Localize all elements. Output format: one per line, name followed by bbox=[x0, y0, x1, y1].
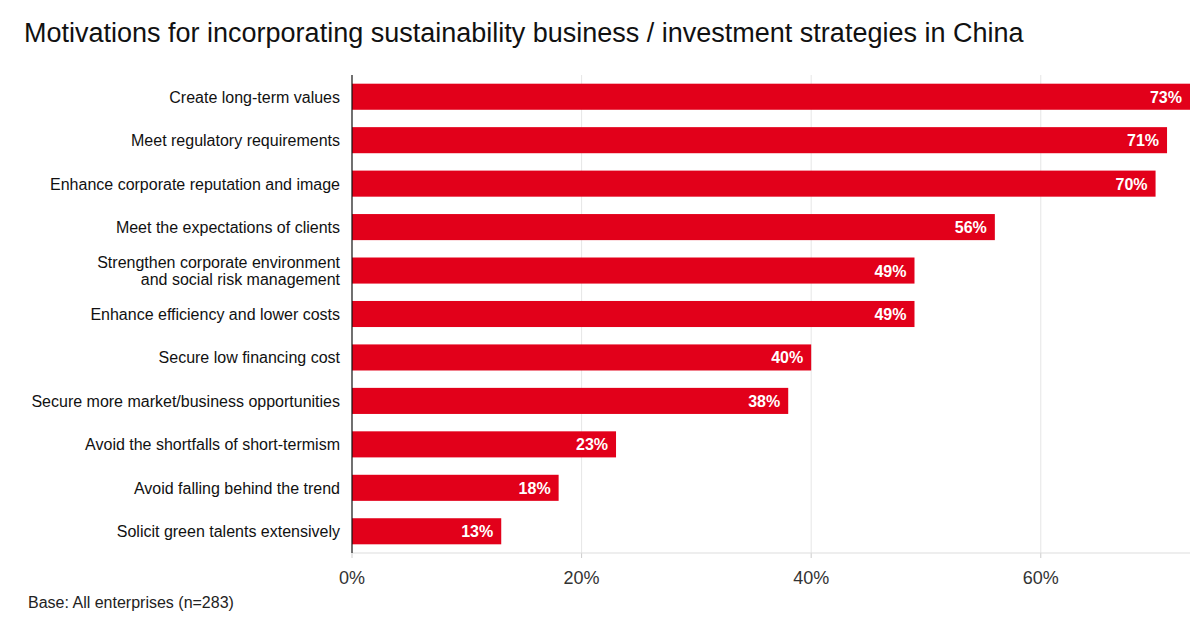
data-label: 49% bbox=[874, 263, 906, 280]
category-label-line: and social risk management bbox=[141, 271, 341, 288]
category-label-line: Enhance efficiency and lower costs bbox=[90, 306, 340, 323]
bar bbox=[352, 171, 1156, 197]
category-label: Solicit green talents extensively bbox=[117, 523, 340, 540]
category-label-line: Avoid falling behind the trend bbox=[134, 480, 340, 497]
title: Motivations for incorporating sustainabi… bbox=[24, 18, 1024, 48]
x-axis-line bbox=[352, 553, 1190, 554]
data-label: 18% bbox=[519, 480, 551, 497]
category-label: Avoid the shortfalls of short-termism bbox=[85, 436, 340, 453]
category-label-line: Meet regulatory requirements bbox=[131, 132, 340, 149]
category-label: Avoid falling behind the trend bbox=[134, 480, 340, 497]
category-label: Secure low financing cost bbox=[159, 349, 341, 366]
category-label-line: Avoid the shortfalls of short-termism bbox=[85, 436, 340, 453]
category-label: Meet regulatory requirements bbox=[131, 132, 340, 149]
data-label: 70% bbox=[1116, 176, 1148, 193]
data-label: 40% bbox=[771, 349, 803, 366]
tick-label: 20% bbox=[564, 568, 600, 588]
category-label-line: Enhance corporate reputation and image bbox=[50, 176, 340, 193]
category-label: Secure more market/business opportunitie… bbox=[31, 393, 340, 410]
data-label: 23% bbox=[576, 436, 608, 453]
tick-mark bbox=[1040, 553, 1041, 558]
tick-label: 0% bbox=[339, 568, 365, 588]
category-label-line: Create long-term values bbox=[169, 89, 340, 106]
category-label: Meet the expectations of clients bbox=[116, 219, 340, 236]
data-label: 49% bbox=[874, 306, 906, 323]
bars bbox=[352, 84, 1190, 545]
tick-mark bbox=[352, 553, 353, 558]
tick-mark bbox=[811, 553, 812, 558]
category-label: Enhance corporate reputation and image bbox=[50, 176, 340, 193]
bar bbox=[352, 344, 811, 370]
tick-mark bbox=[581, 553, 582, 558]
bar bbox=[352, 518, 501, 544]
data-label: 38% bbox=[748, 393, 780, 410]
bar bbox=[352, 84, 1190, 110]
category-label: Create long-term values bbox=[169, 89, 340, 106]
category-label: Enhance efficiency and lower costs bbox=[90, 306, 340, 323]
bar bbox=[352, 388, 788, 414]
category-label-line: Strengthen corporate environment bbox=[97, 254, 340, 271]
y-axis-line bbox=[351, 75, 352, 553]
tick-label: 40% bbox=[793, 568, 829, 588]
bar bbox=[352, 301, 914, 327]
data-label: 71% bbox=[1127, 132, 1159, 149]
data-label: 56% bbox=[955, 219, 987, 236]
labels: 73% Create long-term values 71% Meet regula… bbox=[31, 89, 1182, 541]
category-label: Strengthen corporate environmentand soci… bbox=[97, 254, 340, 288]
data-label: 73% bbox=[1150, 89, 1182, 106]
category-label-line: Meet the expectations of clients bbox=[116, 219, 340, 236]
bar bbox=[352, 475, 559, 501]
bar bbox=[352, 258, 914, 284]
category-label-line: Secure low financing cost bbox=[159, 349, 341, 366]
bar bbox=[352, 127, 1167, 153]
bar bbox=[352, 214, 995, 240]
tick-label: 60% bbox=[1023, 568, 1059, 588]
caption: Base: All enterprises (n=283) bbox=[28, 594, 234, 611]
category-label-line: Solicit green talents extensively bbox=[117, 523, 340, 540]
data-label: 13% bbox=[461, 523, 493, 540]
category-label-line: Secure more market/business opportunitie… bbox=[31, 393, 340, 410]
bar bbox=[352, 431, 616, 457]
chart: Motivations for incorporating sustainabi… bbox=[0, 0, 1200, 624]
